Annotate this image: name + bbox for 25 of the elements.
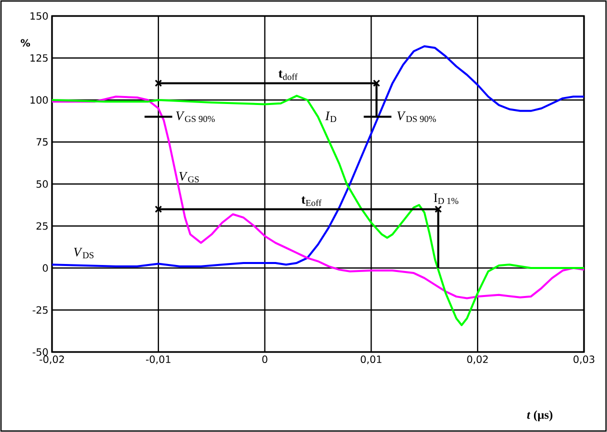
y-tick-label: -50 — [32, 348, 48, 356]
x-tick-label: 0,02 — [467, 356, 488, 364]
annotation: t$_{Eoff}$ — [301, 196, 322, 206]
y-tick-label: 50 — [36, 180, 48, 188]
x-tick-label: 0,03 — [574, 356, 594, 364]
y-tick-label: 100 — [30, 96, 48, 104]
y-tick-label: -25 — [32, 306, 48, 314]
annotation: I$_{D}$ — [325, 112, 336, 122]
annotation: I$_{D 1%}$ — [434, 193, 458, 204]
x-tick-label: -0,02 — [40, 356, 64, 364]
annotation: V$_{GS}$ — [179, 172, 199, 182]
annotation: V$_{DS}$ — [74, 248, 94, 258]
y-axis-title: % — [20, 39, 30, 47]
x-tick-label: 0 — [262, 356, 268, 364]
y-tick-label: 25 — [36, 222, 48, 230]
y-tick-label: 75 — [36, 138, 48, 146]
x-tick-label: -0,01 — [146, 356, 170, 364]
x-axis-title: t (µs) — [527, 410, 552, 422]
y-tick-label: 125 — [30, 54, 48, 62]
annotation: V$_{GS 90%}$ — [176, 112, 215, 122]
annotation: t$_{doff}$ — [278, 70, 298, 80]
x-tick-label: 0,01 — [360, 356, 382, 364]
y-tick-label: 150 — [30, 12, 48, 20]
annotation: V$_{DS 90%}$ — [397, 112, 436, 122]
y-tick-label: 0 — [42, 264, 48, 272]
